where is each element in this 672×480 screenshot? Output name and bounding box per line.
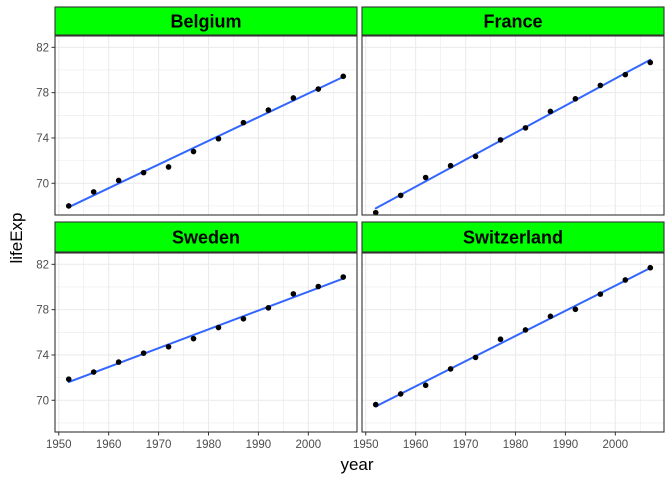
data-point: [597, 82, 604, 89]
data-point: [140, 169, 147, 176]
y-tick-label: 82: [36, 42, 49, 54]
strip-background: [361, 221, 665, 253]
strip-label: Switzerland: [463, 228, 563, 248]
x-tick-label: 1950: [353, 439, 379, 451]
data-point: [190, 335, 197, 342]
data-point: [647, 59, 654, 66]
strip-background: [361, 6, 665, 36]
data-point: [90, 189, 97, 195]
data-point: [340, 73, 347, 80]
data-point: [472, 354, 479, 361]
x-tick-label: 1990: [246, 439, 272, 451]
strip-label: Belgium: [170, 12, 241, 32]
y-tick-label: 78: [36, 88, 49, 100]
data-point: [372, 401, 379, 408]
y-tick-label: 82: [36, 259, 49, 271]
strip-label: Sweden: [172, 228, 240, 248]
data-point: [90, 369, 97, 375]
data-point: [522, 125, 529, 131]
fit-line: [67, 277, 345, 384]
strip-label: France: [483, 12, 542, 32]
data-point: [447, 366, 454, 372]
panel-border: [54, 252, 358, 433]
data-point: [165, 164, 172, 170]
data-point: [497, 137, 504, 143]
data-point: [622, 71, 629, 78]
data-point: [240, 316, 247, 322]
data-point: [140, 350, 147, 356]
data-point: [547, 313, 554, 320]
y-axes: 70 74 78 82 70 74 78 82: [36, 42, 55, 407]
data-point: [240, 119, 247, 126]
facet-panels: Belgium France Sweden Switzerland: [54, 6, 665, 433]
x-tick-label: 1970: [146, 439, 172, 451]
panel-france: France: [361, 6, 665, 216]
data-point: [572, 95, 579, 102]
data-point: [65, 376, 72, 383]
data-point: [165, 344, 172, 350]
x-tick-label: 1950: [46, 439, 72, 451]
data-point: [397, 192, 404, 199]
panel-belgium: Belgium: [54, 6, 358, 216]
data-point: [265, 305, 272, 311]
panel-background: [362, 36, 664, 215]
data-point: [497, 336, 504, 343]
x-tick-label: 1960: [96, 439, 122, 451]
data-point: [422, 382, 429, 389]
data-point: [422, 174, 429, 181]
y-tick-label: 78: [36, 305, 49, 317]
x-tick-label: 1980: [196, 439, 222, 451]
y-tick-label: 74: [36, 133, 49, 145]
panel-border: [361, 252, 665, 433]
data-point: [315, 86, 322, 92]
data-point: [215, 135, 222, 142]
x-tick-label: 2000: [603, 439, 629, 451]
data-point: [290, 291, 297, 297]
fit-line: [374, 58, 652, 210]
strip-background: [54, 6, 358, 36]
strip-background: [54, 221, 358, 253]
x-tick-label: 1960: [403, 439, 429, 451]
data-point: [115, 359, 122, 365]
data-point: [397, 391, 404, 397]
panel-background: [55, 36, 357, 215]
x-tick-label: 2000: [296, 439, 322, 451]
x-axes: 1950 1960 1970 1980 1990 2000 1950 1960 1970 1980…: [46, 432, 628, 451]
data-point: [190, 148, 197, 155]
data-point: [372, 209, 379, 216]
data-point: [115, 177, 122, 184]
x-tick-label: 1970: [453, 439, 479, 451]
data-point: [522, 327, 529, 333]
panel-sweden: Sweden: [54, 221, 358, 433]
panel-border: [54, 35, 358, 216]
fit-line: [374, 266, 652, 408]
x-tick-label: 1980: [503, 439, 529, 451]
data-point: [315, 283, 322, 290]
data-point: [447, 162, 454, 169]
y-axis-title: lifeExp: [7, 212, 26, 263]
panel-border: [361, 35, 665, 216]
data-point: [290, 95, 297, 101]
x-axis-title: year: [340, 455, 373, 474]
data-point: [265, 107, 272, 113]
panel-switzerland: Switzerland: [361, 221, 665, 433]
data-point: [647, 264, 654, 271]
data-point: [547, 108, 554, 115]
data-point: [572, 306, 579, 313]
data-point: [472, 153, 479, 160]
fit-line: [67, 75, 345, 209]
y-tick-label: 70: [36, 395, 49, 407]
panel-background: [362, 253, 664, 432]
y-tick-label: 74: [36, 350, 49, 362]
data-point: [215, 324, 222, 331]
data-point: [65, 203, 72, 209]
data-point: [340, 274, 347, 280]
data-point: [597, 291, 604, 297]
data-point: [622, 277, 629, 283]
panel-background: [55, 253, 357, 432]
x-tick-label: 1990: [553, 439, 579, 451]
y-tick-label: 70: [36, 178, 49, 190]
